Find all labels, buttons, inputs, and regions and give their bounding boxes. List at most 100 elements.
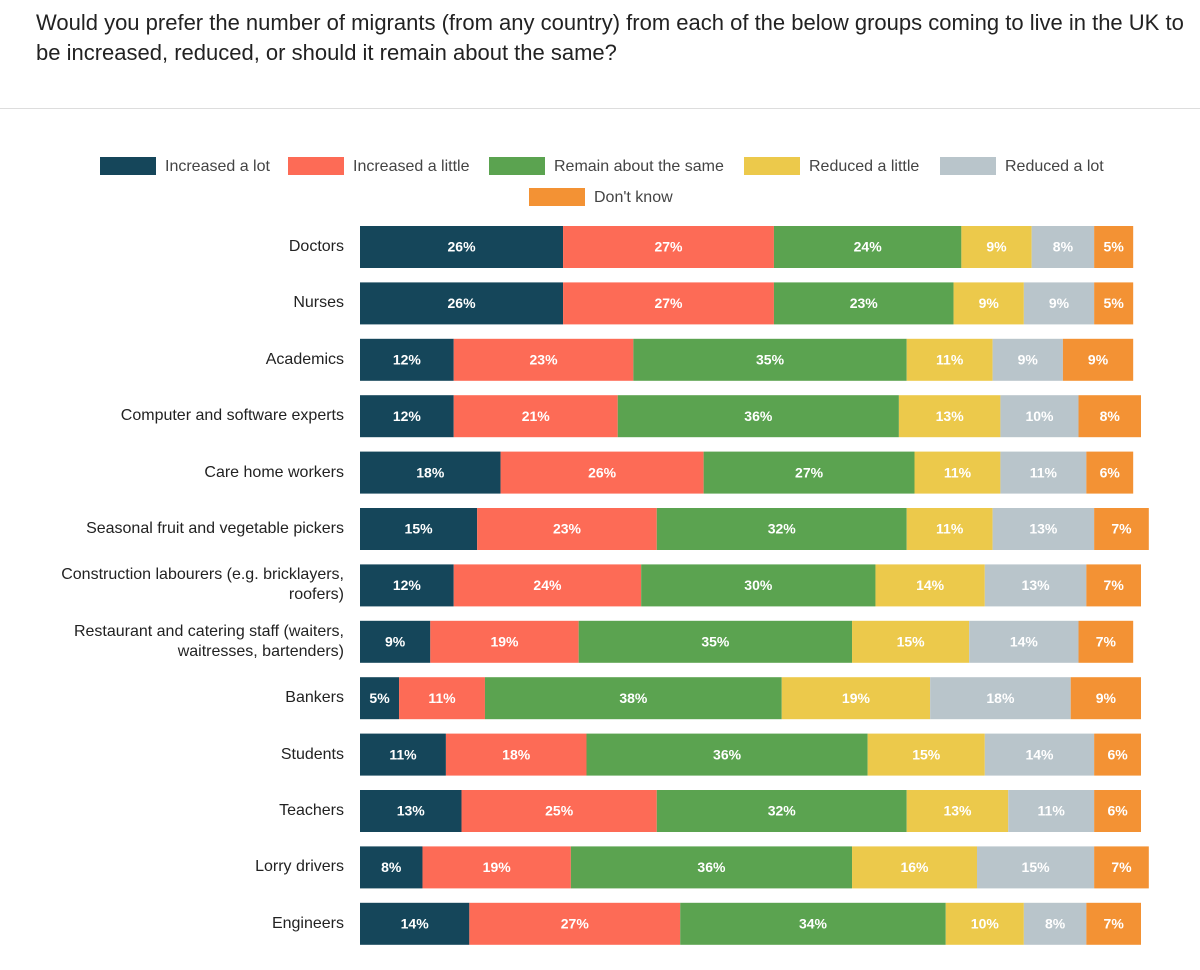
bar-segment [1000,395,1079,438]
bar-segment [461,790,657,832]
bar-segment [656,508,907,550]
bar-segment [360,677,400,720]
bar-segment [1070,677,1141,720]
bar-segment [852,846,977,889]
value-label: 21% [522,408,551,424]
bar-segment [422,846,571,889]
legend-label: Reduced a lot [1005,158,1104,175]
value-label: 9% [385,634,406,650]
value-label: 32% [768,521,797,537]
bar-segment [360,226,564,268]
value-label: 23% [553,521,582,537]
bar-segment [477,508,657,550]
bar-segment [875,564,985,607]
value-label: 27% [654,295,683,311]
value-label: 30% [744,577,773,593]
bar-segment [1078,395,1141,438]
value-label: 9% [1018,352,1039,368]
value-label: 5% [1104,239,1125,255]
value-label: 7% [1104,577,1125,593]
bar-segment [1094,846,1149,889]
category-label: Seasonal fruit and vegetable pickers [86,520,344,537]
value-label: 23% [530,352,559,368]
value-label: 7% [1111,521,1132,537]
value-label: 13% [1022,577,1051,593]
value-label: 24% [533,577,562,593]
legend-label: Remain about the same [554,158,724,175]
bar-segment [360,451,501,494]
bar-segment [773,226,962,268]
bar-segment [1094,226,1134,268]
bar-segment [945,902,1024,945]
value-label: 36% [697,859,726,875]
value-label: 10% [1025,408,1054,424]
bar-segment [906,338,993,381]
bar-segment [570,846,853,889]
bar-segment [1078,620,1134,663]
category-label: Students [280,745,344,763]
value-label: 11% [1038,803,1066,819]
chart-title: Would you prefer the number of migrants … [36,10,1184,65]
legend-swatch [489,157,545,175]
bar-segment [961,226,1032,268]
value-label: 27% [654,239,683,255]
value-label: 15% [1022,859,1051,875]
bar-segment [1094,790,1141,832]
value-label: 27% [795,464,824,480]
value-label: 12% [393,352,422,368]
bar-segment [680,902,946,945]
value-label: 8% [381,859,402,875]
value-label: 35% [701,634,730,650]
bar-segment [992,508,1095,550]
value-label: 19% [490,634,519,650]
value-label: 11% [944,464,972,480]
category-label: Engineers [271,914,344,932]
bar-segment [703,451,915,494]
legend-label: Reduced a little [809,158,919,175]
value-label: 14% [916,577,945,593]
legend-label: Increased a little [353,158,470,175]
bar-segment [360,338,454,381]
bar-segment [563,226,774,268]
value-label: 15% [912,746,941,762]
value-label: 27% [561,916,590,932]
value-label: 7% [1104,916,1125,932]
divider [0,108,1200,109]
value-label: 8% [1100,408,1121,424]
value-label: 8% [1053,239,1074,255]
bar-segment [1023,902,1087,945]
value-label: 9% [986,239,1007,255]
value-label: 11% [389,746,417,762]
bar-segment [360,282,564,325]
bar-segment [1094,282,1134,325]
bar-segment [360,733,446,776]
value-label: 9% [979,295,1000,311]
bar-segment [867,733,985,776]
bar-segment [641,564,876,607]
category-label: Doctors [288,238,344,255]
value-label: 36% [744,408,773,424]
value-label: 6% [1107,803,1128,819]
bar-segment [1023,282,1095,325]
bar-segment [469,902,681,945]
value-label: 12% [393,577,422,593]
bar-segment [586,733,868,776]
bar-segment [773,282,954,325]
value-label: 35% [756,352,785,368]
value-label: 15% [405,521,434,537]
bar-segment [617,395,899,438]
bar-segment [1000,451,1087,494]
value-label: 13% [1029,521,1058,537]
bar-segment [1094,508,1149,550]
legend-swatch [744,157,800,175]
bar-segment [500,451,704,494]
value-label: 11% [428,690,456,706]
bar-segment [969,620,1079,663]
value-label: 26% [448,239,477,255]
bar-segment [656,790,907,832]
bar-segment [1062,338,1134,381]
value-label: 23% [850,295,879,311]
value-label: 7% [1111,859,1132,875]
value-label: 6% [1100,464,1121,480]
